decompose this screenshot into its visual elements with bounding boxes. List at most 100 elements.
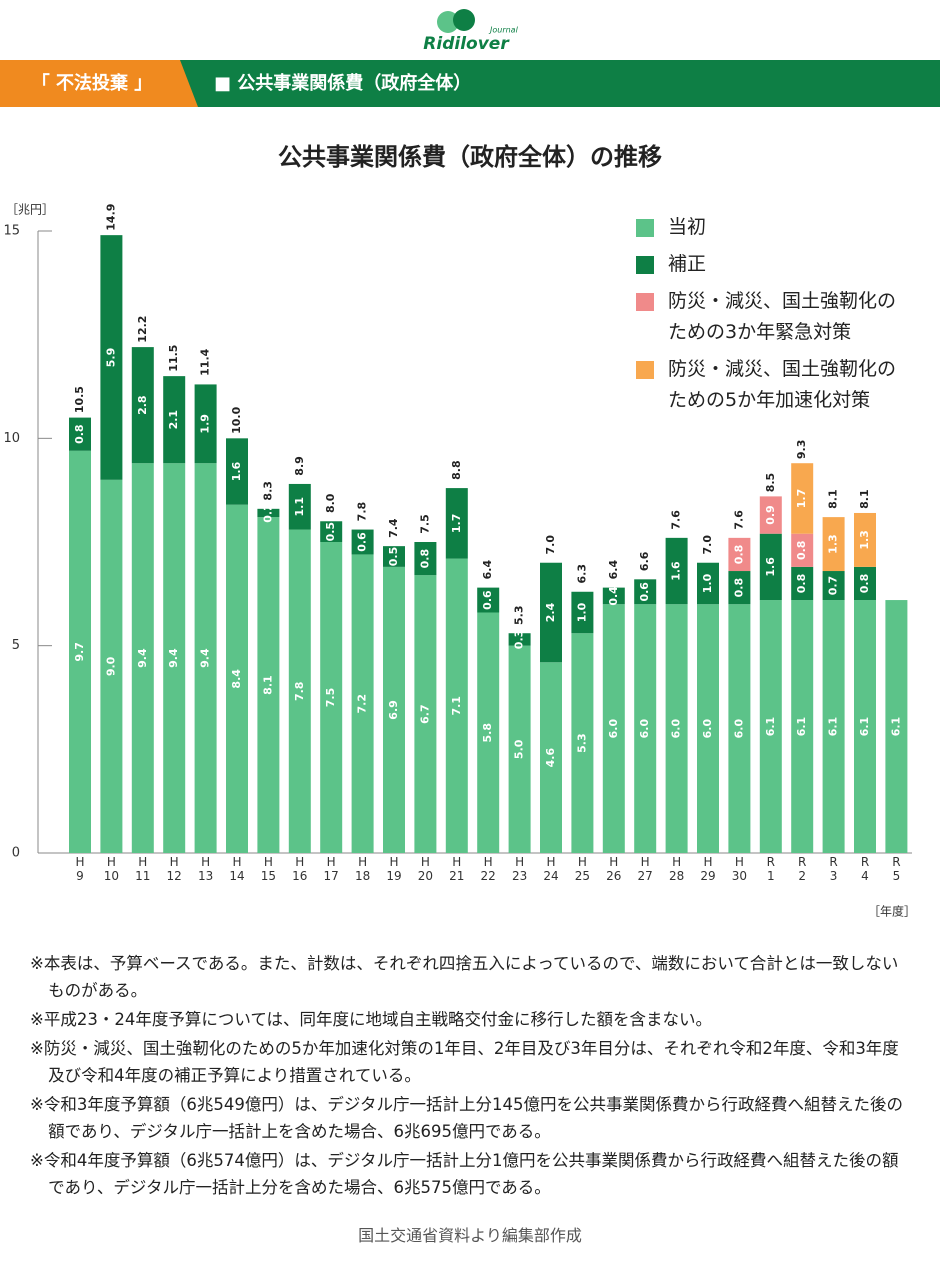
value-label: 0.8 — [418, 549, 431, 569]
x-tick-label: H 16 — [292, 855, 307, 883]
total-label: 8.1 — [827, 489, 840, 509]
value-label: 0.2 — [261, 503, 274, 523]
bar-segment — [854, 600, 876, 853]
logo-mark — [437, 11, 459, 33]
total-label: 12.2 — [136, 316, 149, 343]
value-label: 9.7 — [73, 642, 86, 662]
total-label: 8.3 — [261, 481, 274, 501]
value-label: 2.8 — [136, 395, 149, 415]
value-label: 0.4 — [607, 586, 620, 606]
total-label: 11.4 — [199, 348, 212, 375]
bar-segment — [791, 463, 814, 534]
x-tick-label: H 21 — [449, 855, 464, 883]
value-label: 0.5 — [387, 547, 400, 567]
bar-segment — [163, 463, 186, 853]
value-label: 0.8 — [795, 574, 808, 594]
value-label: 1.6 — [764, 557, 777, 577]
total-label: 7.8 — [356, 502, 369, 522]
legend-swatch — [636, 293, 654, 311]
bar-segment — [885, 600, 908, 853]
x-tick-label: H 24 — [543, 855, 558, 883]
y-tick-label: 5 — [12, 638, 20, 653]
bar-segment — [69, 450, 91, 853]
value-label: 1.0 — [575, 602, 588, 622]
value-label: 6.1 — [827, 717, 840, 737]
bar-segment — [414, 542, 437, 576]
bar-segment — [414, 575, 437, 853]
value-label: 6.1 — [889, 717, 902, 737]
bar-segment — [194, 384, 217, 464]
value-label: 6.1 — [764, 717, 777, 737]
value-label: 0.8 — [858, 574, 871, 594]
total-label: 6.4 — [481, 560, 494, 580]
bar-segment — [131, 347, 154, 464]
total-label: 9.3 — [795, 440, 808, 460]
bar-segment — [728, 604, 751, 853]
value-label: 2.1 — [167, 410, 180, 430]
bar-segment — [508, 633, 531, 646]
bar-segment — [69, 417, 91, 451]
value-label: 1.0 — [701, 573, 714, 593]
total-label: 7.4 — [387, 518, 400, 538]
value-label: 1.9 — [199, 414, 212, 434]
legend-item: 防災・減災、国土強靭化のための3か年緊急対策 — [636, 286, 908, 348]
legend-label: 防災・減災、国土強靭化のための5か年加速化対策 — [668, 358, 897, 411]
bar-segment — [634, 579, 657, 605]
total-label: 5.3 — [513, 605, 526, 625]
note: ※令和3年度予算額（6兆549億円）は、デジタル庁一括計上分145億円を公共事業… — [30, 1095, 903, 1141]
value-label: 9.4 — [136, 648, 149, 668]
value-label: 9.4 — [199, 648, 212, 668]
bar-segment — [383, 566, 405, 853]
value-label: 5.3 — [575, 733, 588, 753]
total-label: 7.5 — [418, 514, 431, 534]
bar-segment — [477, 587, 500, 613]
bar-segment — [320, 542, 343, 853]
source: 国土交通省資料より編集部作成 — [358, 1226, 582, 1245]
bar-segment — [697, 562, 719, 605]
total-label: 7.0 — [701, 535, 714, 555]
bar-segment — [226, 438, 248, 505]
bar-segment — [665, 537, 688, 605]
bar-segment — [602, 604, 625, 853]
bar-segment — [320, 521, 343, 542]
value-label: 7.5 — [324, 688, 337, 708]
total-label: 8.9 — [293, 456, 306, 476]
x-tick-label: H 14 — [229, 855, 244, 883]
x-tick-label: H 17 — [324, 855, 339, 883]
value-label: 0.6 — [356, 532, 369, 552]
bar-segment — [477, 612, 500, 853]
bar-segment — [351, 529, 374, 555]
value-label: 6.1 — [795, 717, 808, 737]
value-label: 1.6 — [230, 461, 243, 481]
bar-segment — [445, 488, 468, 559]
value-label: 0.9 — [764, 505, 777, 525]
bar-segment — [791, 566, 814, 601]
bar-segment — [854, 566, 876, 601]
total-label: 8.8 — [450, 460, 463, 480]
x-tick-label: H 18 — [355, 855, 370, 883]
bar-segment — [759, 600, 782, 853]
x-tick-label: H 30 — [732, 855, 747, 883]
value-label: 0.6 — [481, 590, 494, 610]
x-axis-label: ［年度］ — [868, 904, 916, 919]
bar-segment — [822, 600, 845, 853]
x-tick-label: H 26 — [606, 855, 621, 883]
value-label: 6.0 — [701, 719, 714, 739]
bar-segment — [571, 591, 594, 634]
value-label: 1.1 — [293, 497, 306, 516]
total-label: 7.6 — [670, 510, 683, 530]
value-label: 6.0 — [732, 719, 745, 739]
y-axis-label: ［兆円］ — [6, 203, 54, 217]
x-tick-label: H 19 — [386, 855, 401, 883]
value-label: 4.6 — [544, 748, 557, 768]
bar-segment — [822, 517, 845, 572]
x-tick-label: H 25 — [575, 855, 590, 883]
value-label: 5.0 — [513, 739, 526, 759]
y-tick-label: 0 — [12, 846, 20, 861]
value-label: 0.8 — [73, 424, 86, 444]
bar-segment — [194, 463, 217, 853]
